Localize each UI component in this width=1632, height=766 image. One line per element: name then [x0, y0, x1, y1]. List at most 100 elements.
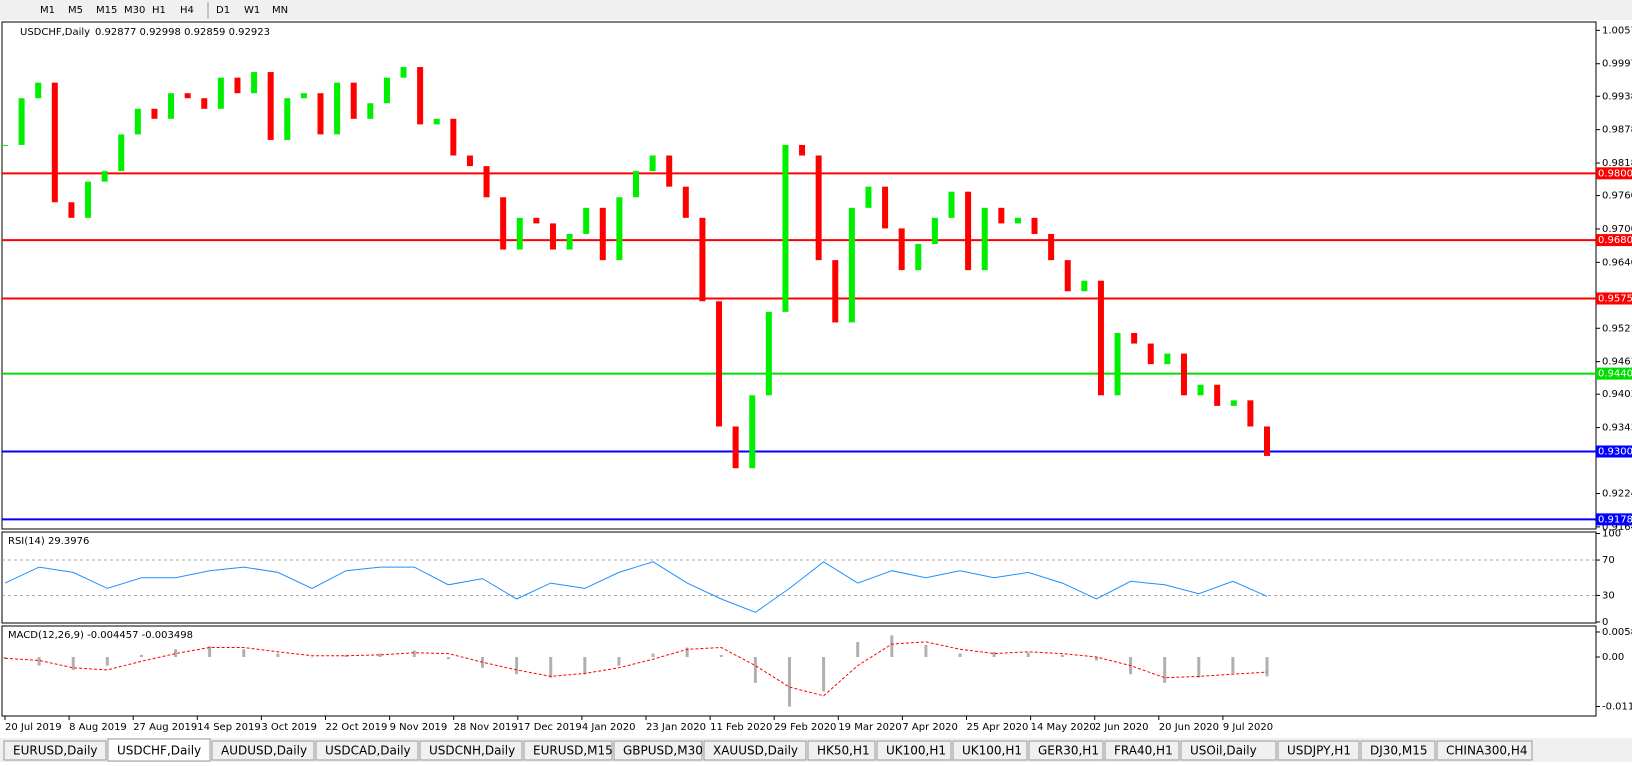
candle: [1214, 384, 1221, 406]
timeframe-button[interactable]: M5: [68, 5, 83, 16]
tab-background[interactable]: [1028, 740, 1104, 761]
candle: [383, 77, 390, 104]
tab[interactable]: UK100,H1: [962, 744, 1022, 758]
x-tick-label: 11 Feb 2020: [710, 722, 772, 733]
candle: [815, 155, 822, 261]
candle: [184, 93, 191, 99]
tab[interactable]: USOil,Daily: [1190, 744, 1257, 758]
tab-background[interactable]: [1180, 740, 1277, 761]
candle: [765, 311, 772, 396]
macd-bar: [446, 657, 450, 660]
candle: [583, 207, 590, 234]
macd-bar: [890, 635, 894, 658]
candle: [549, 223, 556, 250]
y-tick-label: 0.00: [1602, 652, 1624, 663]
tab[interactable]: USDJPY,H1: [1287, 744, 1351, 758]
timeframe-button[interactable]: H1: [152, 5, 166, 16]
tab-background[interactable]: [523, 740, 613, 761]
tab-background[interactable]: [613, 740, 703, 761]
timeframe-button[interactable]: W1: [244, 5, 260, 16]
candle: [317, 93, 324, 135]
tab-background[interactable]: [1104, 740, 1180, 761]
tab-background[interactable]: [211, 740, 315, 761]
rsi-panel: [1, 531, 1597, 624]
tab[interactable]: GBPUSD,M30: [623, 744, 703, 758]
tab[interactable]: CHINA300,H4: [1446, 744, 1528, 758]
tab[interactable]: EURUSD,Daily: [13, 744, 98, 758]
candle: [633, 171, 639, 198]
tab[interactable]: FRA40,H1: [1114, 744, 1173, 758]
candle: [882, 186, 889, 229]
candle: [267, 72, 274, 140]
tab[interactable]: GER30,H1: [1038, 744, 1099, 758]
macd-bar: [37, 657, 41, 666]
candle: [1197, 384, 1204, 396]
level-tag: [1596, 292, 1632, 305]
y-tick-label: 0.98185: [1602, 158, 1632, 169]
level-tag: [1596, 513, 1632, 526]
tab[interactable]: AUDUSD,Daily: [221, 744, 307, 758]
level-tag: [1596, 234, 1632, 247]
y-tick-label: 0.99970: [1602, 59, 1632, 70]
candle: [417, 67, 424, 125]
tab-background[interactable]: [107, 738, 211, 762]
candle: [1097, 280, 1104, 396]
timeframe-button[interactable]: M15: [96, 5, 117, 16]
macd-bar: [924, 644, 928, 658]
timeframe-button[interactable]: MN: [272, 5, 288, 16]
y-tick-label: 0.99385: [1602, 91, 1632, 102]
candle: [217, 77, 224, 109]
tab[interactable]: UK100,H1: [886, 744, 946, 758]
tab-background[interactable]: [703, 740, 807, 761]
timeframe-button[interactable]: M30: [124, 5, 145, 16]
candle: [566, 233, 573, 250]
candle: [666, 155, 673, 187]
y-tick-label: 0: [1602, 617, 1608, 628]
candle: [1147, 343, 1154, 365]
y-tick-label: 0.00581: [1602, 627, 1632, 638]
y-tick-label: 0.98785: [1602, 125, 1632, 136]
candle: [682, 186, 689, 218]
tab[interactable]: USDCHF,Daily: [117, 744, 201, 758]
tab[interactable]: EURUSD,M15: [533, 744, 613, 758]
candle: [915, 243, 922, 271]
y-tick-label: 0.94030: [1602, 389, 1632, 400]
tab-background[interactable]: [419, 740, 523, 761]
rsi-line: [4, 561, 1268, 613]
y-tick-label: 70: [1602, 555, 1615, 566]
tab-background[interactable]: [3, 740, 107, 761]
candle: [85, 181, 92, 218]
rsi-header: RSI(14) 29.3976: [8, 536, 89, 547]
timeframe-button[interactable]: D1: [216, 5, 230, 16]
macd-bar: [992, 651, 996, 658]
tab[interactable]: XAUUSD,Daily: [713, 744, 798, 758]
macd-bar: [583, 657, 587, 675]
tab-background[interactable]: [1360, 740, 1436, 761]
x-tick-label: 20 Jul 2019: [5, 722, 62, 733]
tab-background[interactable]: [952, 740, 1028, 761]
tab-background[interactable]: [807, 740, 876, 761]
candle: [51, 82, 58, 203]
tab-background[interactable]: [876, 740, 952, 761]
timeframe-button[interactable]: H4: [180, 5, 194, 16]
tab-background[interactable]: [315, 740, 419, 761]
tab[interactable]: USDCAD,Daily: [325, 744, 411, 758]
candle: [284, 98, 291, 140]
candle: [101, 171, 108, 182]
tab[interactable]: USDCNH,Daily: [429, 744, 515, 758]
x-tick-label: 19 Mar 2020: [838, 722, 901, 733]
macd-bar: [1094, 657, 1098, 661]
tab[interactable]: DJ30,M15: [1370, 744, 1428, 758]
y-tick-label: 0.92245: [1602, 489, 1632, 500]
candle: [201, 98, 208, 109]
x-tick-label: 3 Oct 2019: [261, 722, 316, 733]
candle: [716, 301, 723, 427]
tab[interactable]: HK50,H1: [817, 744, 870, 758]
tab-background[interactable]: [1277, 740, 1360, 761]
timeframe-button[interactable]: M1: [40, 5, 55, 16]
macd-header: MACD(12,26,9) -0.004457 -0.003498: [8, 630, 193, 641]
tab-background[interactable]: [1436, 740, 1533, 761]
